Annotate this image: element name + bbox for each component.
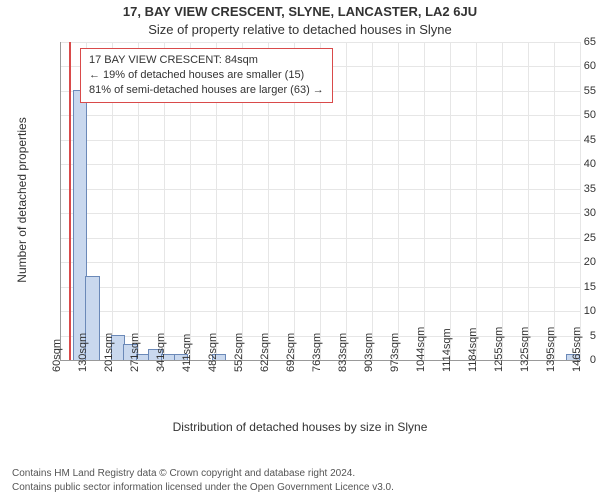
ytick-label: 15 bbox=[542, 281, 596, 293]
gridline-v bbox=[528, 42, 529, 360]
y-axis-label: Number of detached properties bbox=[15, 100, 29, 300]
footer-line-1: Contains HM Land Registry data © Crown c… bbox=[12, 467, 355, 480]
gridline-v bbox=[450, 42, 451, 360]
ytick-label: 10 bbox=[542, 305, 596, 317]
chart-container: { "title_line1": "17, BAY VIEW CRESCENT,… bbox=[0, 0, 600, 500]
ytick-label: 40 bbox=[542, 158, 596, 170]
ytick-label: 20 bbox=[542, 256, 596, 268]
ytick-label: 35 bbox=[542, 183, 596, 195]
ytick-label: 25 bbox=[542, 232, 596, 244]
ytick-label: 45 bbox=[542, 134, 596, 146]
ytick-label: 30 bbox=[542, 207, 596, 219]
gridline-v bbox=[476, 42, 477, 360]
gridline-v bbox=[424, 42, 425, 360]
chart-title-line1: 17, BAY VIEW CRESCENT, SLYNE, LANCASTER,… bbox=[0, 4, 600, 19]
ytick-label: 55 bbox=[542, 85, 596, 97]
gridline-v bbox=[502, 42, 503, 360]
gridline-v bbox=[60, 42, 61, 360]
legend-line-3: 81% of semi-detached houses are larger (… bbox=[89, 83, 324, 98]
gridline-v bbox=[346, 42, 347, 360]
footer-line-2: Contains public sector information licen… bbox=[12, 481, 394, 494]
x-axis-label: Distribution of detached houses by size … bbox=[0, 420, 600, 434]
chart-title-line2: Size of property relative to detached ho… bbox=[0, 22, 600, 37]
gridline-v bbox=[398, 42, 399, 360]
ytick-label: 50 bbox=[542, 109, 596, 121]
legend-line-1: 17 BAY VIEW CRESCENT: 84sqm bbox=[89, 53, 324, 68]
marker-line bbox=[69, 42, 71, 360]
legend-line-2: ← 19% of detached houses are smaller (15… bbox=[89, 68, 324, 83]
ytick-label: 60 bbox=[542, 60, 596, 72]
gridline-v bbox=[372, 42, 373, 360]
ytick-label: 65 bbox=[542, 36, 596, 48]
legend-box: 17 BAY VIEW CRESCENT: 84sqm ← 19% of det… bbox=[80, 48, 333, 103]
